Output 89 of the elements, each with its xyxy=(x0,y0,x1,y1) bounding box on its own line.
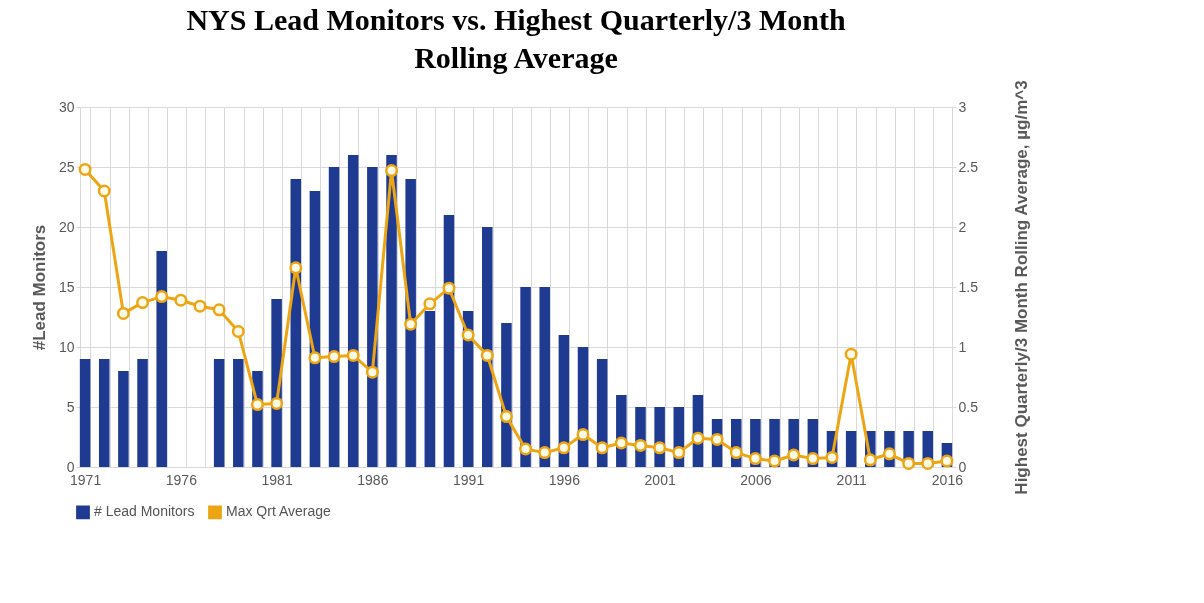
bar xyxy=(156,251,167,467)
point xyxy=(78,162,92,176)
point xyxy=(174,293,188,307)
point xyxy=(825,450,839,464)
point xyxy=(653,441,667,455)
point xyxy=(423,297,437,311)
y-tick-label: 10 xyxy=(58,338,75,355)
point xyxy=(806,452,820,466)
bar xyxy=(520,287,531,467)
bar xyxy=(328,167,340,467)
point xyxy=(921,456,935,470)
point xyxy=(691,431,705,445)
bar xyxy=(118,371,129,467)
y-tick-label: 20 xyxy=(58,218,75,235)
bar xyxy=(233,359,244,467)
point xyxy=(385,164,399,178)
chart-title: NYS Lead Monitors vs. Highest Quarterly/3 Month Rolling Average xyxy=(186,2,846,74)
point xyxy=(289,261,303,275)
point xyxy=(633,438,647,452)
bar xyxy=(347,155,359,467)
point xyxy=(327,350,341,364)
x-tick-label: 2006 xyxy=(740,471,772,488)
point xyxy=(116,306,130,320)
point xyxy=(538,446,552,460)
bar xyxy=(539,287,550,467)
point xyxy=(136,296,150,310)
point xyxy=(748,452,762,466)
point xyxy=(710,432,724,446)
point xyxy=(768,454,782,468)
point xyxy=(614,436,628,450)
x-tick-label: 2011 xyxy=(836,471,867,488)
x-tick-label: 1991 xyxy=(453,471,485,488)
point xyxy=(882,447,896,461)
point xyxy=(270,396,284,410)
point xyxy=(902,456,916,470)
point xyxy=(308,351,322,365)
point xyxy=(844,347,858,361)
bar xyxy=(137,359,148,467)
point xyxy=(231,324,245,338)
point xyxy=(212,303,226,317)
point xyxy=(672,446,686,460)
y2-tick-label: 0.5 xyxy=(958,398,979,415)
bar xyxy=(482,227,493,467)
point xyxy=(729,446,743,460)
x-tick-label: 2001 xyxy=(644,471,676,488)
x-tick-label: 1986 xyxy=(357,471,389,488)
point xyxy=(97,184,111,198)
point xyxy=(480,348,494,362)
point xyxy=(193,299,207,313)
y2-tick-label: 2 xyxy=(958,218,967,235)
point xyxy=(404,317,418,331)
point xyxy=(365,365,379,379)
bar xyxy=(405,179,416,467)
point xyxy=(595,441,609,455)
bar xyxy=(845,431,857,467)
y-tick-label: 5 xyxy=(66,398,75,415)
point xyxy=(557,441,571,455)
point xyxy=(499,410,513,424)
bar xyxy=(98,359,110,467)
x-tick-label: 1976 xyxy=(165,471,198,488)
bar xyxy=(424,311,436,467)
point xyxy=(863,453,877,467)
x-tick-label: 1981 xyxy=(261,471,293,488)
point xyxy=(519,442,533,456)
bar xyxy=(367,167,378,467)
point xyxy=(461,328,475,342)
bar xyxy=(290,179,302,467)
point xyxy=(940,454,954,468)
y2-tick-label: 3 xyxy=(958,98,967,115)
bar xyxy=(443,215,455,467)
y-axis-title: #Lead Monitors xyxy=(29,224,49,351)
y2-tick-label: 2.5 xyxy=(958,158,979,175)
point xyxy=(576,428,590,442)
y2-tick-label: 1 xyxy=(958,338,967,355)
y-tick-label: 15 xyxy=(58,278,75,295)
y2-axis-title: Highest Quarterly/3 Month Rolling Average, µg/m^3 xyxy=(1011,80,1031,495)
x-tick-label: 1996 xyxy=(548,471,581,488)
legend-label: # Lead Monitors xyxy=(94,503,195,520)
point xyxy=(442,281,456,295)
point xyxy=(155,290,169,304)
point xyxy=(346,348,360,362)
y2-tick-label: 1.5 xyxy=(958,278,979,295)
legend-label: Max Qrt Average xyxy=(226,503,331,520)
y-tick-label: 30 xyxy=(58,98,75,115)
point xyxy=(787,448,801,462)
y-tick-label: 25 xyxy=(58,158,75,175)
point xyxy=(250,398,264,412)
bar xyxy=(79,359,91,467)
bar xyxy=(213,359,225,467)
